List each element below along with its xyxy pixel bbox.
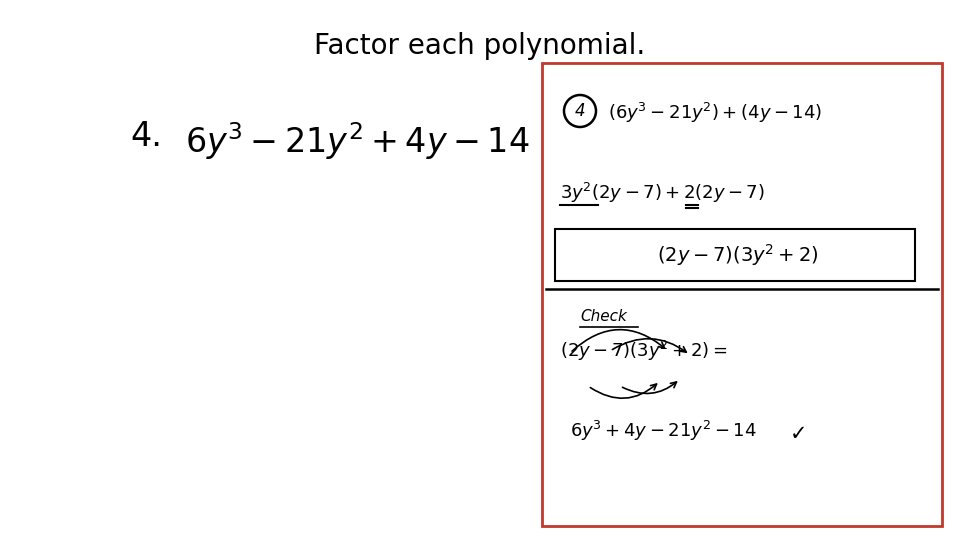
Bar [555,229,915,281]
Text: $(2y - 7)(3y^2 + 2) =$: $(2y - 7)(3y^2 + 2) =$ [560,339,728,363]
Text: ✓: ✓ [790,424,807,444]
Text: 4.: 4. [130,120,162,153]
Text: Factor each polynomial.: Factor each polynomial. [314,32,646,60]
Text: $6y^3 - 21y^2 + 4y - 14$: $6y^3 - 21y^2 + 4y - 14$ [185,120,529,162]
Text: $3y^2(2y - 7) + 2(2y - 7)$: $3y^2(2y - 7) + 2(2y - 7)$ [560,181,765,205]
Text: Check: Check [580,309,627,324]
Text: $(2y - 7)(3y^2 + 2)$: $(2y - 7)(3y^2 + 2)$ [657,242,818,268]
Text: $6y^3 + 4y - 21y^2 - 14$: $6y^3 + 4y - 21y^2 - 14$ [570,419,756,443]
Text: 4: 4 [575,102,586,120]
Bar [542,63,942,526]
Text: $(6y^3 - 21y^2) + (4y - 14)$: $(6y^3 - 21y^2) + (4y - 14)$ [608,101,822,125]
